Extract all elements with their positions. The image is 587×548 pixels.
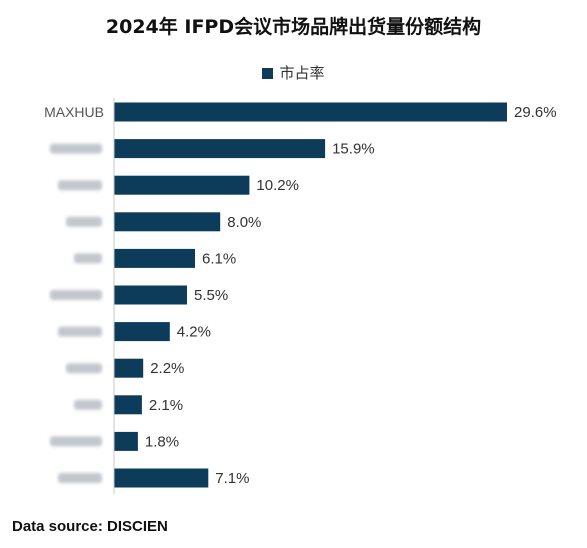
bar <box>114 395 142 415</box>
bar <box>114 285 187 305</box>
bar-value-label: 4.2% <box>177 324 211 341</box>
bar-value-label: 2.1% <box>149 397 183 414</box>
bar <box>114 322 170 342</box>
obscured-category-label <box>50 290 102 300</box>
legend: 市占率 <box>0 62 587 83</box>
bars <box>114 102 507 488</box>
bar <box>114 139 326 159</box>
category-labels: MAXHUB <box>44 104 104 120</box>
obscured-category-label <box>74 253 102 264</box>
legend-swatch <box>262 68 274 79</box>
obscured-category-label <box>66 216 102 227</box>
bar <box>114 102 507 122</box>
obscured-category-label <box>58 473 102 483</box>
obscured-category-label <box>50 436 102 447</box>
obscured-category-labels <box>50 143 102 483</box>
chart-title: 2024年 IFPD会议市场品牌出货量份额结构 <box>105 16 482 38</box>
bar <box>114 175 250 195</box>
obscured-category-label <box>58 180 102 191</box>
bar <box>114 431 138 451</box>
bar-value-label: 2.2% <box>150 360 184 377</box>
bar-value-label: 29.6% <box>514 104 557 121</box>
bar-value-label: 15.9% <box>332 141 375 158</box>
bar <box>114 212 221 232</box>
legend-label: 市占率 <box>279 64 325 82</box>
bar-value-label: 7.1% <box>215 470 249 487</box>
bar-value-label: 8.0% <box>227 214 261 231</box>
bar-value-label: 10.2% <box>256 177 299 194</box>
obscured-category-label <box>58 326 102 337</box>
bar-value-label: 6.1% <box>202 250 236 267</box>
bar <box>114 358 144 378</box>
bar <box>114 468 209 488</box>
category-label: MAXHUB <box>44 104 104 120</box>
bar-value-label: 5.5% <box>194 287 228 304</box>
obscured-category-label <box>66 363 102 374</box>
obscured-category-label <box>50 143 102 154</box>
value-labels: 29.6% 15.9% 10.2% 8.0% 6.1% 5.5% 4.2% 2.2% 2.1% 1… <box>145 104 557 487</box>
bar <box>114 248 195 268</box>
data-source: Data source: DISCIEN <box>12 518 168 535</box>
obscured-category-label <box>74 399 102 410</box>
bar-value-label: 1.8% <box>145 433 179 450</box>
